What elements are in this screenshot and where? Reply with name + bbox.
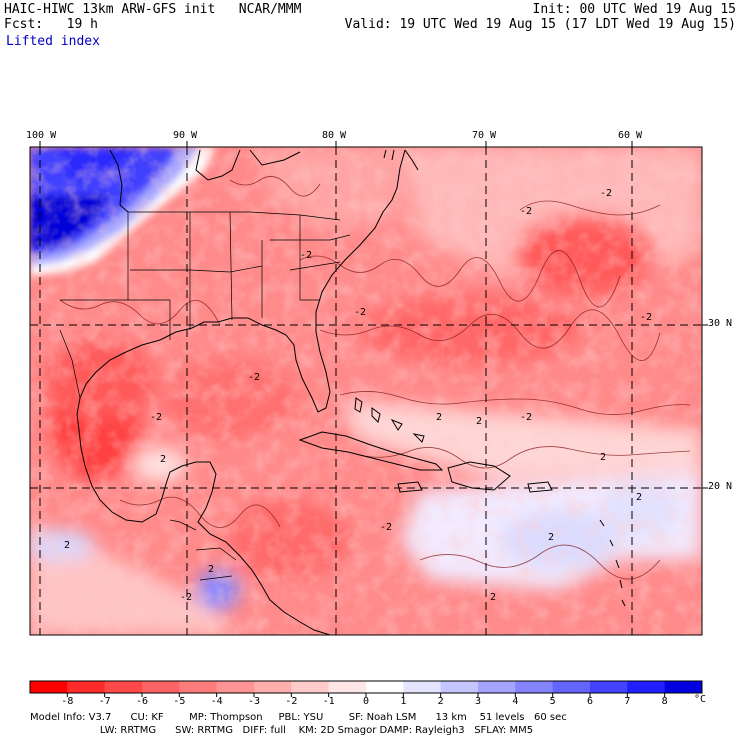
contour-label: 2: [208, 564, 214, 575]
colorbar-tick-label: 8: [661, 696, 668, 707]
contour-label: -2: [300, 250, 312, 261]
contour-label: -2: [520, 412, 532, 423]
contour-label: -2: [640, 312, 652, 323]
colorbar-swatch: [30, 681, 68, 693]
contour-label: 2: [548, 532, 554, 543]
lat-label-30n: 30 N: [708, 318, 733, 329]
colorbar-tick-label: 5: [549, 696, 556, 707]
colorbar-tick-label: -2: [285, 696, 298, 707]
colorbar-swatch: [590, 681, 628, 693]
contour-label: -2: [520, 206, 532, 217]
colorbar-tick-label: -4: [210, 696, 223, 707]
lon-label-100w: 100 W: [26, 130, 57, 141]
colorbar-swatch: [664, 681, 703, 693]
contour-label: -2: [354, 307, 366, 318]
field-name: Lifted index: [6, 34, 100, 49]
colorbar-tick-label: -5: [173, 696, 186, 707]
contour-label: -2: [150, 412, 162, 423]
colorbar-tick-label: 4: [512, 696, 519, 707]
colorbar-swatch: [403, 681, 442, 693]
colorbar-tick-label: -7: [98, 696, 111, 707]
contour-label: 2: [476, 416, 482, 427]
colorbar-swatch: [254, 681, 292, 693]
colorbar-swatch: [515, 681, 554, 693]
colorbar-tick-label: -8: [61, 696, 74, 707]
lon-label-60w: 60 W: [618, 130, 643, 141]
colorbar-swatch: [627, 681, 666, 693]
colorbar-tick-label: 3: [474, 696, 482, 707]
colorbar-tick-label: -1: [322, 696, 335, 707]
colorbar-unit: °C: [694, 694, 707, 705]
contour-label: -2: [600, 188, 612, 199]
colorbar-swatch: [440, 681, 479, 693]
contour-label: -2: [248, 372, 260, 383]
lat-label-20n: 20 N: [708, 481, 733, 492]
colorbar-swatch: [67, 681, 106, 693]
colorbar-tick-label: 2: [437, 696, 444, 707]
colorbar-swatch: [478, 681, 516, 693]
contour-label: 2: [490, 592, 496, 603]
colorbar-swatch: [328, 681, 367, 693]
init-time: Init: 00 UTC Wed 19 Aug 15: [532, 2, 737, 17]
colorbar-tick-label: 0: [362, 696, 370, 707]
colorbar-tick-label: 7: [624, 696, 631, 707]
colorbar-swatch: [216, 681, 255, 693]
colorbar-tick-label: -6: [135, 696, 149, 707]
colorbar-swatch: [179, 681, 218, 693]
colorbar-tick-label: 6: [586, 696, 594, 707]
model-info-line1: Model Info: V3.7 CU: KF MP: Thompson PBL…: [30, 712, 567, 723]
lon-label-80w: 80 W: [322, 130, 347, 141]
contour-label: -2: [180, 592, 192, 603]
model-title: HAIC-HIWC 13km ARW-GFS init NCAR/MMM: [4, 2, 302, 17]
colorbar-tick-label: -3: [247, 696, 261, 707]
contour-label: 2: [600, 452, 606, 463]
model-info-line2: LW: RRTMG SW: RRTMG DIFF: full KM: 2D Sm…: [30, 725, 534, 736]
forecast-hour: Fcst: 19 h: [4, 17, 98, 32]
colorbar-swatch: [142, 681, 180, 693]
colorbar-swatch: [291, 681, 330, 693]
contour-label: 2: [636, 492, 642, 503]
contour-label: 2: [160, 454, 166, 465]
colorbar: [29, 680, 703, 697]
colorbar-tick-label: 1: [400, 696, 407, 707]
colorbar-swatch: [104, 681, 143, 693]
contour-label: -2: [380, 522, 392, 533]
colorbar-swatch: [366, 681, 404, 693]
valid-time: Valid: 19 UTC Wed 19 Aug 15 (17 LDT Wed …: [344, 17, 736, 32]
lon-label-90w: 90 W: [173, 130, 198, 141]
contour-label: 2: [436, 412, 442, 423]
map-plot-area: [30, 147, 702, 635]
lon-label-70w: 70 W: [472, 130, 497, 141]
colorbar-swatch: [552, 681, 591, 693]
contour-label: 2: [64, 540, 70, 551]
